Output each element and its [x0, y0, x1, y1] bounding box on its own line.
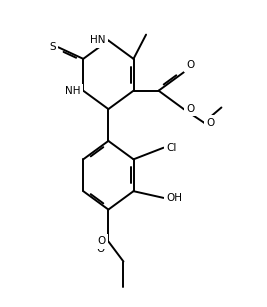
Text: O: O: [206, 118, 215, 127]
Text: NH: NH: [65, 86, 81, 96]
Text: OH: OH: [166, 193, 182, 203]
Text: O: O: [97, 244, 105, 254]
Text: O: O: [186, 104, 194, 114]
Text: S: S: [49, 42, 56, 52]
Text: Cl: Cl: [166, 143, 176, 153]
Text: O: O: [98, 236, 106, 247]
Text: HN: HN: [90, 35, 106, 45]
Text: O: O: [186, 60, 194, 70]
